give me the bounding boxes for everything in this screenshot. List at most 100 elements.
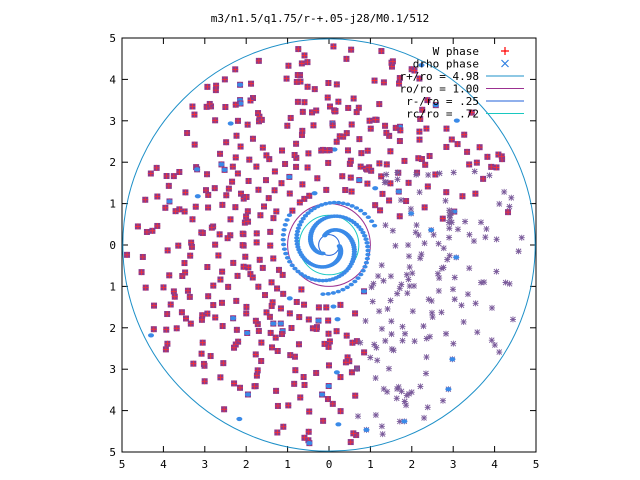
point-cluster (319, 203, 325, 207)
point-star (493, 268, 500, 275)
point-plus (280, 290, 287, 297)
point-star (399, 323, 406, 330)
point-cluster (294, 239, 300, 243)
point-star (380, 385, 387, 392)
point-star (458, 302, 465, 309)
point-cluster (336, 200, 342, 205)
point-plus (239, 230, 246, 237)
point-cluster (352, 279, 358, 284)
point-plus (355, 104, 362, 111)
point-plus (172, 208, 179, 215)
point-cluster (365, 252, 371, 257)
point-star (436, 170, 443, 177)
point-star (424, 404, 431, 411)
point-plus (387, 180, 394, 187)
point-plus (232, 66, 239, 73)
point-star (368, 284, 375, 291)
point-star (425, 171, 432, 178)
point-plus (274, 348, 281, 355)
point-plus (223, 139, 230, 146)
point-plus (275, 266, 282, 273)
point-plus (424, 97, 431, 104)
circle-r+ (122, 38, 536, 452)
point-cluster (358, 208, 364, 213)
data-points (124, 43, 525, 447)
point-star (406, 264, 413, 271)
point-plus (258, 116, 265, 123)
point-cluster (363, 260, 370, 265)
point-plus (165, 182, 172, 189)
point-plus (154, 193, 161, 200)
point-plus (259, 144, 266, 151)
point-plus (386, 197, 393, 204)
point-plus (244, 121, 251, 128)
point-plus (166, 272, 173, 279)
point-plus (265, 195, 272, 202)
point-plus (202, 187, 209, 194)
point-plus (443, 143, 450, 150)
point-plus (298, 60, 305, 67)
point-star (460, 318, 467, 325)
point-plus (257, 212, 264, 219)
point-plus (301, 195, 308, 202)
point-star (474, 329, 481, 336)
point-star (509, 316, 516, 323)
point-plus (325, 317, 332, 324)
point-plus (124, 251, 131, 258)
point-star (387, 297, 394, 304)
point-plus (263, 309, 270, 316)
point-plus (191, 141, 198, 148)
legend-label: ro/ro = 1.00 (400, 83, 479, 96)
point-cluster (418, 63, 425, 68)
point-plus (426, 152, 433, 159)
point-plus (416, 75, 423, 82)
legend-label: W phase (433, 45, 479, 58)
point-plus (279, 271, 286, 278)
point-plus (324, 94, 331, 101)
point-plus (285, 402, 292, 409)
point-plus (262, 177, 269, 184)
point-star (502, 279, 509, 286)
point-star (447, 214, 454, 221)
point-plus (233, 132, 240, 139)
x-tick-label: 4 (160, 458, 167, 471)
point-plus (326, 103, 333, 110)
point-cluster (300, 216, 306, 221)
legend-label: drho phase (413, 58, 479, 71)
point-cluster (349, 204, 355, 208)
point-plus (292, 367, 299, 374)
point-star (478, 279, 485, 286)
point-plus (472, 190, 479, 197)
point-star (462, 218, 469, 225)
point-plus (356, 136, 363, 143)
point-plus (199, 339, 206, 346)
point-plus (187, 320, 194, 327)
point-plus (207, 353, 214, 360)
point-plus (221, 76, 228, 83)
point-plus (268, 302, 275, 309)
point-plus (348, 188, 355, 195)
point-cluster (244, 330, 251, 336)
point-plus (484, 153, 491, 160)
point-star (446, 225, 453, 232)
x-tick-label: 2 (243, 458, 250, 471)
point-plus (253, 239, 260, 246)
point-star (384, 305, 391, 312)
point-plus (476, 144, 483, 151)
x-tick-label: 1 (284, 458, 291, 471)
point-plus (382, 122, 389, 129)
point-plus (181, 208, 188, 215)
point-plus (383, 161, 390, 168)
point-star (372, 375, 379, 382)
point-cluster (358, 227, 364, 232)
point-cluster (325, 383, 332, 389)
point-plus (342, 359, 349, 366)
point-star (378, 262, 385, 269)
point-cluster (294, 232, 300, 237)
point-plus (344, 147, 351, 154)
point-star (488, 304, 495, 311)
point-cluster (280, 242, 287, 247)
point-plus (206, 100, 213, 107)
point-plus (199, 230, 206, 237)
point-star (412, 229, 419, 236)
